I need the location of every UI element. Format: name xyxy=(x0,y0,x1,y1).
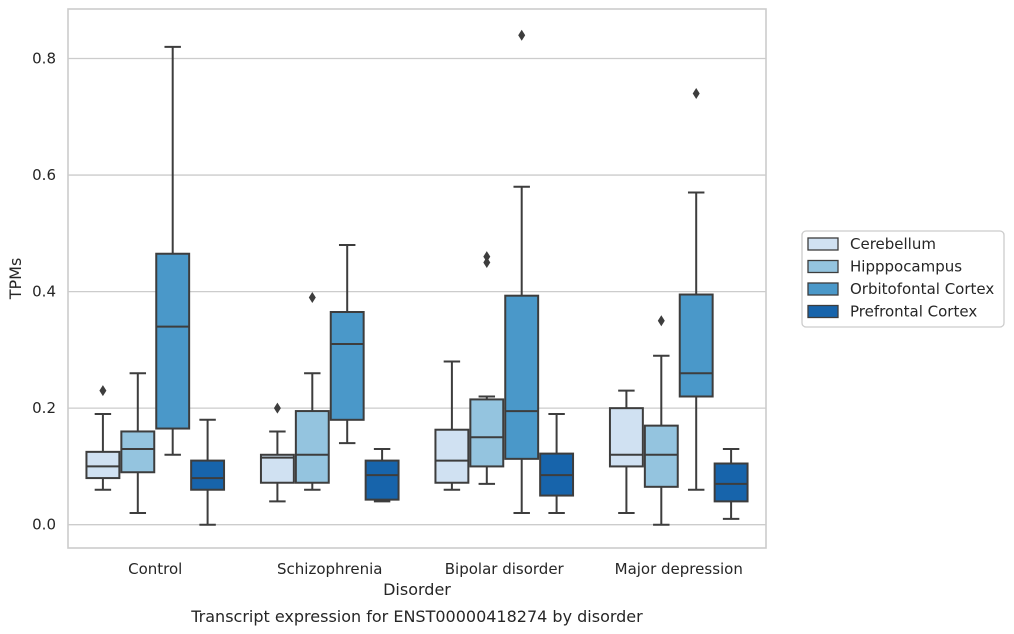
outlier-point xyxy=(99,385,107,397)
box xyxy=(120,430,156,474)
y-tick-label: 0.8 xyxy=(32,50,56,68)
box-orbitofontal-cortex xyxy=(155,45,191,456)
box xyxy=(294,410,330,484)
legend-label: Prefrontal Cortex xyxy=(850,303,977,321)
legend-label: Orbitofontal Cortex xyxy=(850,280,994,298)
y-tick-label: 0.2 xyxy=(32,399,56,417)
box xyxy=(364,459,400,501)
x-axis-label: Disorder xyxy=(383,580,451,599)
box xyxy=(469,398,505,468)
box xyxy=(190,459,226,491)
outlier-point xyxy=(273,402,281,414)
outlier-point xyxy=(657,315,665,327)
x-axis-ticks: Control Schizophrenia Bipolar disorder Majo… xyxy=(128,560,743,578)
outlier-point xyxy=(483,251,491,263)
box xyxy=(85,450,121,480)
outlier-point xyxy=(518,29,526,41)
box-hipppocampus xyxy=(643,315,679,526)
y-tick-label: 0.4 xyxy=(32,283,56,301)
y-tick-label: 0.6 xyxy=(32,166,56,184)
box-orbitofontal-cortex xyxy=(504,29,540,515)
legend: Cerebellum Hipppocampus Orbitofontal Corte… xyxy=(801,230,1005,328)
legend-label: Hipppocampus xyxy=(850,258,962,276)
box-hipppocampus xyxy=(120,372,156,515)
legend-swatch xyxy=(807,259,839,274)
x-tick-label: Schizophrenia xyxy=(277,560,382,578)
outlier-point xyxy=(483,256,491,268)
box xyxy=(434,428,470,484)
y-tick-label: 0.0 xyxy=(32,516,56,534)
box-series xyxy=(85,29,749,526)
legend-swatch xyxy=(807,237,839,251)
box xyxy=(329,311,365,421)
box xyxy=(155,252,191,430)
box-hipppocampus xyxy=(294,291,330,491)
y-axis-label: TPMs xyxy=(6,258,25,301)
box xyxy=(504,294,540,460)
box xyxy=(608,407,644,468)
legend-swatch xyxy=(807,282,839,296)
outlier-point xyxy=(692,87,700,99)
y-axis-ticks: 0.0 0.2 0.4 0.6 0.8 xyxy=(32,50,56,534)
box-prefrontal-cortex xyxy=(539,412,575,515)
box xyxy=(259,453,295,484)
x-tick-label: Major depression xyxy=(615,560,743,578)
box-prefrontal-cortex xyxy=(190,418,226,526)
legend-frame xyxy=(801,230,1005,328)
x-tick-label: Control xyxy=(128,560,182,578)
legend-label: Cerebellum xyxy=(850,235,936,253)
outlier-point xyxy=(308,291,316,303)
legend-swatch xyxy=(807,304,839,319)
chart-caption: Transcript expression for ENST0000041827… xyxy=(190,607,643,626)
box-cerebellum xyxy=(608,389,644,515)
box-cerebellum xyxy=(259,402,295,503)
box-cerebellum xyxy=(85,385,121,491)
box xyxy=(678,293,714,398)
x-tick-label: Bipolar disorder xyxy=(445,560,565,578)
box xyxy=(643,424,679,488)
box xyxy=(713,462,749,503)
plot-frame xyxy=(67,8,767,549)
box-prefrontal-cortex xyxy=(364,447,400,503)
box-prefrontal-cortex xyxy=(713,447,749,520)
box-orbitofontal-cortex xyxy=(329,243,365,445)
box-hipppocampus xyxy=(469,251,505,485)
box-orbitofontal-cortex xyxy=(678,87,714,491)
box-cerebellum xyxy=(434,360,470,491)
